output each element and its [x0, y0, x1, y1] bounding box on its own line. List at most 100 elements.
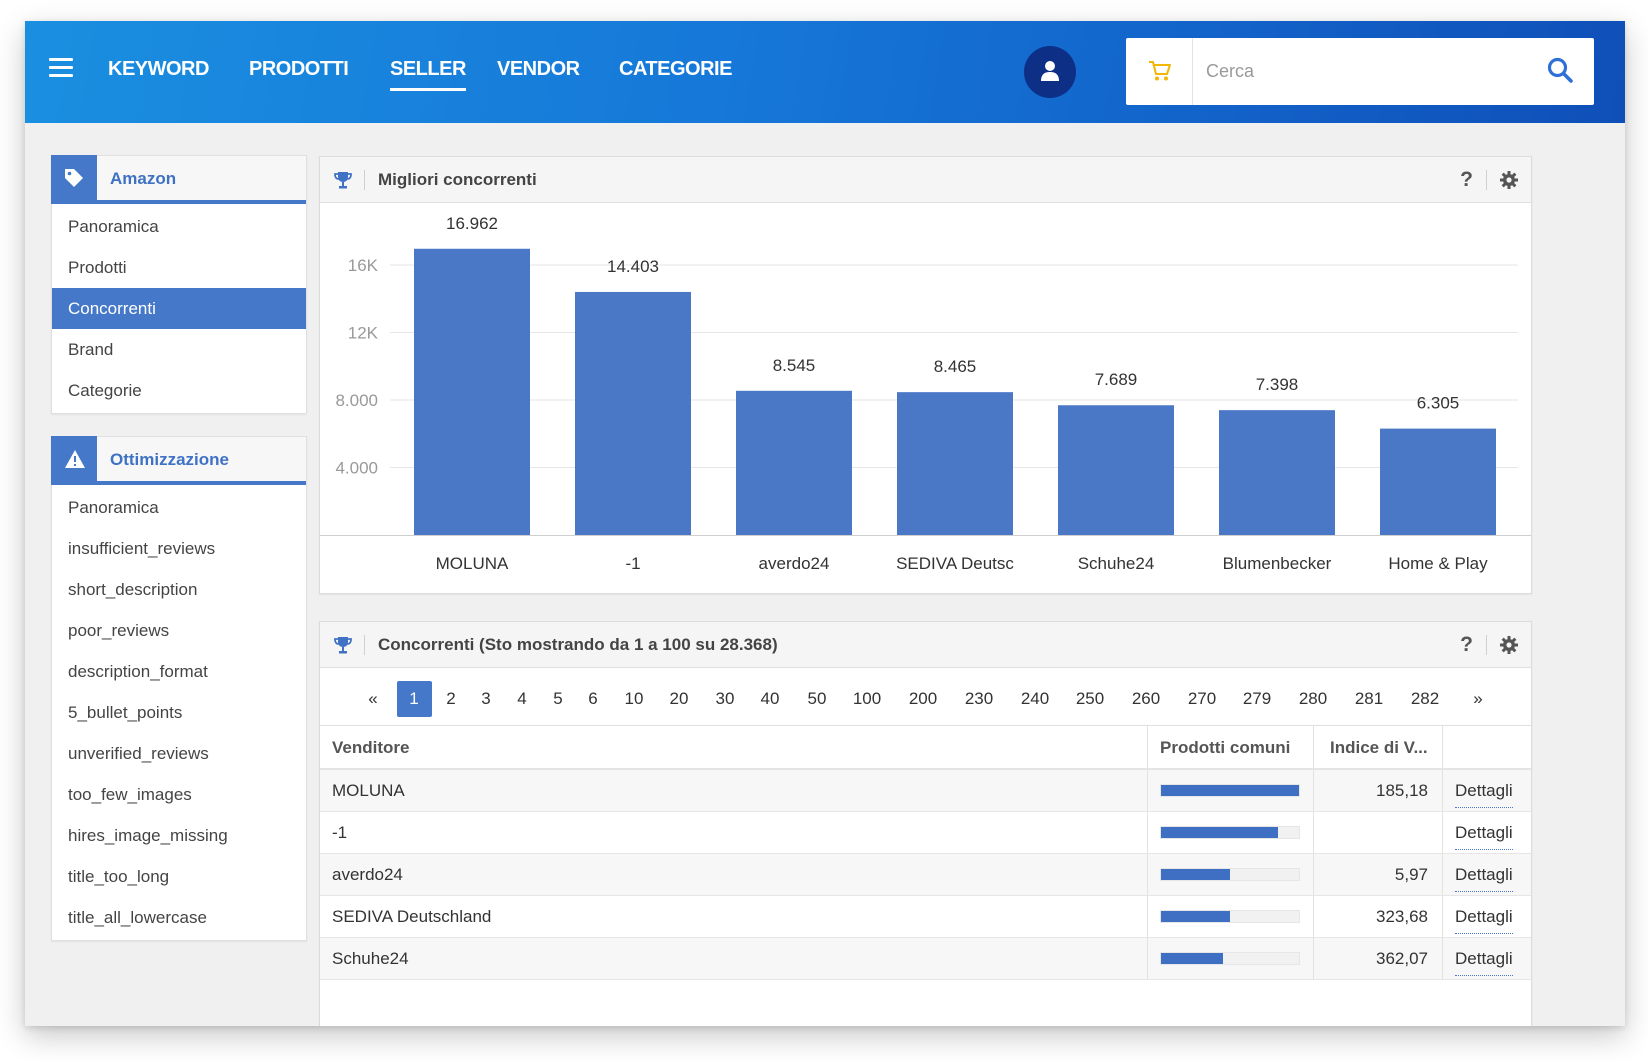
pager-page-260[interactable]: 260 [1131, 689, 1161, 708]
table-help-button[interactable]: ? [1460, 633, 1473, 656]
nav-keyword[interactable]: KEYWORD [108, 58, 209, 80]
sidebar-item-too-few-images[interactable]: too_few_images [68, 785, 192, 804]
pager-prev-button[interactable]: « [368, 689, 378, 708]
nav-categorie[interactable]: CATEGORIE [619, 58, 732, 80]
sidebar-item-unverified-reviews[interactable]: unverified_reviews [68, 744, 209, 763]
nav-seller[interactable]: SELLER [390, 58, 466, 91]
pager-page-30[interactable]: 30 [715, 689, 735, 708]
table-card-title: Concorrenti (Sto mostrando da 1 a 100 su… [378, 635, 778, 654]
sidebar-item-title-all-lowercase[interactable]: title_all_lowercase [68, 908, 207, 927]
nav-vendor[interactable]: VENDOR [497, 58, 580, 80]
pager-page-3[interactable]: 3 [481, 689, 491, 708]
table-row[interactable]: -1 Dettagli [320, 812, 1531, 854]
table-card: Concorrenti (Sto mostrando da 1 a 100 su… [319, 621, 1532, 1026]
search-icon [1547, 57, 1573, 83]
tag-icon [65, 169, 83, 187]
table-row[interactable]: SEDIVA Deutschland 323,68 Dettagli [320, 896, 1531, 938]
column-divider [1442, 726, 1443, 768]
x-category-label: Blumenbecker [1223, 554, 1332, 573]
details-link[interactable]: Dettagli [1455, 944, 1513, 976]
table-body: MOLUNA 185,18 Dettagli -1 Dettagli averdo24 5,… [320, 770, 1531, 980]
bar-chart: 4.000 8.000 12K 16K 16.962 MOLUNA 14.403 -1 8.54… [320, 214, 1531, 573]
common-products-bar [1160, 910, 1300, 923]
table-row[interactable]: averdo24 5,97 Dettagli [320, 854, 1531, 896]
sidebar-item-poor-reviews[interactable]: poor_reviews [68, 621, 170, 640]
search-button[interactable] [1546, 56, 1578, 88]
hamburger-menu-icon[interactable] [49, 58, 73, 77]
pager-page-280[interactable]: 280 [1298, 689, 1328, 708]
sidebar-item-concorrenti[interactable]: Concorrenti [52, 288, 306, 329]
cell-seller: SEDIVA Deutschland [332, 907, 492, 926]
pager-page-240[interactable]: 240 [1020, 689, 1050, 708]
pager-page-5[interactable]: 5 [553, 689, 563, 708]
pager-page-4[interactable]: 4 [517, 689, 527, 708]
table-card-header: Concorrenti (Sto mostrando da 1 a 100 su… [320, 622, 1531, 668]
sidebar-item-panoramica[interactable]: Panoramica [68, 217, 159, 236]
table-row[interactable]: Schuhe24 362,07 Dettagli [320, 938, 1531, 980]
pager-page-20[interactable]: 20 [669, 689, 689, 708]
gear-icon[interactable] [1499, 170, 1519, 190]
pager-page-2[interactable]: 2 [446, 689, 456, 708]
pager-page-1[interactable]: 1 [396, 681, 432, 717]
sidebar-item-categorie[interactable]: Categorie [68, 381, 142, 400]
column-divider [1313, 726, 1314, 768]
details-link[interactable]: Dettagli [1455, 818, 1513, 850]
common-products-bar-fill [1161, 827, 1279, 838]
details-link[interactable]: Dettagli [1455, 776, 1513, 808]
pager-page-100[interactable]: 100 [852, 689, 882, 708]
x-category-label: -1 [625, 554, 640, 573]
pager-page-230[interactable]: 230 [964, 689, 994, 708]
sidebar-item-insufficient-reviews[interactable]: insufficient_reviews [68, 539, 216, 558]
nav-prodotti[interactable]: PRODOTTI [249, 58, 349, 80]
pager-page-281[interactable]: 281 [1354, 689, 1384, 708]
column-header-prodotti-comuni[interactable]: Prodotti comuni [1160, 738, 1291, 757]
column-header-venditore[interactable]: Venditore [332, 738, 410, 757]
pager-next-button[interactable]: » [1473, 689, 1483, 708]
sidebar-item-brand[interactable]: Brand [68, 340, 114, 359]
column-divider [1313, 770, 1314, 811]
search-input[interactable] [1206, 56, 1536, 86]
sidebar-item-opt-panoramica[interactable]: Panoramica [68, 498, 159, 517]
gear-icon[interactable] [1499, 635, 1519, 655]
pager-page-279[interactable]: 279 [1242, 689, 1272, 708]
common-products-bar [1160, 952, 1300, 965]
details-link[interactable]: Dettagli [1455, 860, 1513, 892]
cart-button[interactable] [1126, 38, 1193, 105]
column-divider [1442, 938, 1443, 979]
sidebar-ottimizzazione-title: Ottimizzazione [110, 450, 230, 469]
pager-page-250[interactable]: 250 [1075, 689, 1105, 708]
user-avatar-button[interactable] [1024, 46, 1076, 98]
cell-seller: -1 [332, 823, 348, 842]
cell-index: 362,07 [1376, 949, 1428, 968]
sidebar-item-hires-image-missing[interactable]: hires_image_missing [68, 826, 228, 845]
column-divider [1147, 770, 1148, 811]
pager-page-40[interactable]: 40 [760, 689, 780, 708]
table-row[interactable]: MOLUNA 185,18 Dettagli [320, 770, 1531, 812]
pager-page-200[interactable]: 200 [908, 689, 938, 708]
details-link[interactable]: Dettagli [1455, 902, 1513, 934]
y-tick-label: 8.000 [335, 391, 378, 410]
pager-page-270[interactable]: 270 [1187, 689, 1217, 708]
sidebar-item-description-format[interactable]: description_format [68, 662, 208, 681]
chart-bar [414, 248, 530, 536]
pager-page-6[interactable]: 6 [588, 689, 598, 708]
sidebar-item-title-too-long[interactable]: title_too_long [68, 867, 170, 886]
sidebar-item-5-bullet-points[interactable]: 5_bullet_points [68, 703, 183, 722]
sidebar-item-short-description[interactable]: short_description [68, 580, 198, 599]
cell-index: 323,68 [1376, 907, 1428, 926]
common-products-bar [1160, 826, 1300, 839]
warning-icon-box [51, 436, 97, 485]
sidebar-item-prodotti[interactable]: Prodotti [68, 258, 127, 277]
pager-page-10[interactable]: 10 [624, 689, 644, 708]
column-header-indice[interactable]: Indice di V... [1330, 738, 1428, 757]
column-divider [1313, 812, 1314, 853]
bar-value-label: 16.962 [446, 214, 498, 233]
cell-index: 5,97 [1394, 865, 1428, 884]
column-divider [1313, 896, 1314, 937]
header-separator-2 [1486, 170, 1487, 190]
pager-page-50[interactable]: 50 [807, 689, 827, 708]
sidebar-amazon-panel: Amazon Panoramica Prodotti Concorrenti B… [51, 155, 307, 414]
pager-page-282[interactable]: 282 [1410, 689, 1440, 708]
x-category-label: Home & Play [1388, 554, 1488, 573]
chart-help-button[interactable]: ? [1460, 168, 1473, 191]
